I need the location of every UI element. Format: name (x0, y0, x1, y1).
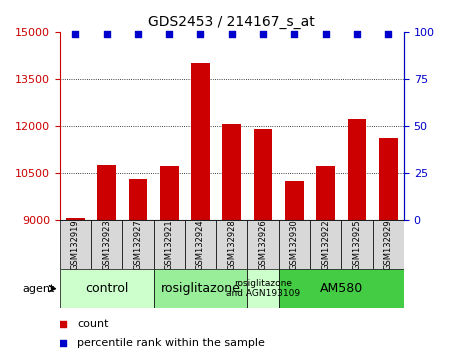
Text: GSM132923: GSM132923 (102, 219, 111, 270)
Bar (129, 179, 147, 354)
Point (60, 341, 67, 346)
Text: GSM132928: GSM132928 (227, 219, 236, 270)
Point (322, 31, 330, 36)
Text: percentile rank within the sample: percentile rank within the sample (77, 338, 265, 348)
Point (259, 31, 267, 36)
Bar (247, 269, 279, 308)
Bar (373, 219, 404, 269)
Bar (154, 219, 185, 269)
Bar (279, 269, 404, 308)
Bar (191, 63, 210, 354)
Bar (66, 218, 85, 354)
Text: GSM132924: GSM132924 (196, 219, 205, 270)
Text: GSM132926: GSM132926 (258, 219, 268, 270)
Text: GSM132925: GSM132925 (353, 219, 362, 270)
Text: control: control (85, 282, 129, 295)
Bar (310, 219, 341, 269)
Text: GSM132921: GSM132921 (165, 219, 174, 270)
Bar (216, 219, 247, 269)
Point (228, 31, 235, 36)
Point (166, 31, 173, 36)
Bar (60, 219, 91, 269)
Title: GDS2453 / 214167_s_at: GDS2453 / 214167_s_at (148, 16, 315, 29)
Bar (122, 219, 154, 269)
Bar (379, 138, 397, 354)
Bar (254, 129, 273, 354)
Point (60, 321, 67, 327)
Text: rosiglitazone
and AGN193109: rosiglitazone and AGN193109 (226, 279, 300, 298)
Text: GSM132927: GSM132927 (134, 219, 142, 270)
Bar (285, 181, 304, 354)
Point (197, 31, 204, 36)
Text: count: count (77, 319, 108, 329)
Bar (185, 219, 216, 269)
Point (385, 31, 392, 36)
Point (134, 31, 141, 36)
Bar (223, 124, 241, 354)
Text: agent: agent (22, 284, 55, 294)
Bar (154, 269, 247, 308)
Text: AM580: AM580 (320, 282, 363, 295)
Point (103, 31, 110, 36)
Text: GSM132922: GSM132922 (321, 219, 330, 270)
Bar (60, 269, 154, 308)
Text: GSM132929: GSM132929 (384, 219, 393, 270)
Bar (279, 219, 310, 269)
Bar (160, 166, 179, 354)
Text: GSM132919: GSM132919 (71, 219, 80, 270)
Bar (316, 166, 335, 354)
Text: rosiglitazone: rosiglitazone (161, 282, 241, 295)
Bar (247, 219, 279, 269)
Bar (91, 219, 122, 269)
Point (291, 31, 298, 36)
Point (72, 31, 79, 36)
Text: GSM132930: GSM132930 (290, 219, 299, 270)
Point (353, 31, 361, 36)
Bar (347, 120, 366, 354)
Bar (97, 165, 116, 354)
Bar (341, 219, 373, 269)
